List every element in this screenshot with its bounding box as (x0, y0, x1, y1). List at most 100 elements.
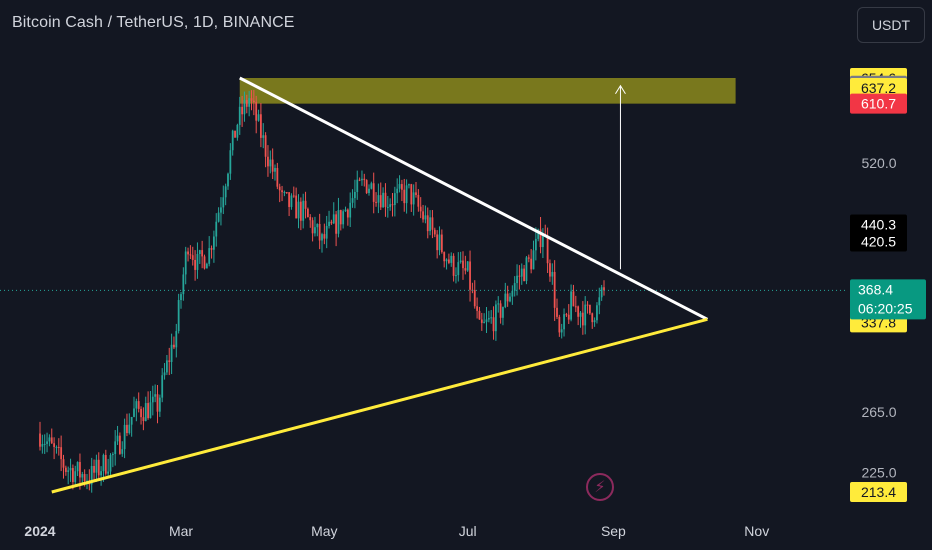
candle-body (41, 444, 44, 447)
candle (302, 193, 305, 229)
candle-body (252, 100, 255, 103)
candle (175, 323, 178, 358)
candle-body (335, 214, 337, 234)
candle-body (297, 201, 300, 219)
candle-body (43, 443, 46, 445)
candle-body (419, 206, 422, 212)
candle (163, 363, 166, 380)
candle-body (314, 227, 316, 234)
candle-body (126, 424, 128, 434)
candle (586, 301, 589, 314)
candle (558, 314, 561, 337)
candle-body (173, 344, 175, 348)
candle (490, 310, 493, 324)
candle-body (448, 259, 450, 263)
candle-body (64, 467, 67, 472)
candle (281, 185, 283, 202)
candle (574, 295, 577, 313)
candle (231, 129, 234, 156)
currency-button[interactable]: USDT (857, 7, 925, 43)
candle-body (591, 313, 594, 323)
candle (549, 259, 551, 282)
price-label-text: 637.2 (861, 80, 896, 96)
candle-body (356, 179, 359, 192)
candle-body (295, 195, 298, 219)
candle-body (166, 360, 168, 373)
candle-body (177, 300, 180, 332)
candle (314, 216, 316, 237)
candle-body (123, 424, 126, 450)
candle-body (283, 192, 286, 194)
candle (504, 282, 507, 309)
candle (215, 213, 218, 247)
candle (567, 304, 570, 324)
candle-body (241, 106, 243, 115)
candle (245, 94, 248, 114)
candle (457, 252, 460, 282)
candle-body (236, 124, 239, 138)
candle-body (281, 190, 283, 193)
candle-body (513, 283, 516, 291)
candle-body (69, 468, 72, 471)
candle-body (480, 319, 483, 323)
candle (128, 413, 131, 435)
candle-body (170, 344, 173, 362)
candle-body (184, 251, 187, 275)
candle-body (292, 195, 295, 197)
candle (201, 240, 204, 269)
candle (69, 458, 72, 482)
candle-body (546, 235, 549, 264)
candle-body (462, 260, 464, 269)
candle (142, 407, 145, 431)
candle-body (104, 455, 107, 474)
candle (278, 183, 281, 203)
candle-body (278, 186, 281, 191)
candle (295, 187, 298, 219)
candle-body (81, 474, 84, 478)
candle (520, 263, 523, 285)
candle-body (180, 294, 182, 301)
candle (276, 162, 279, 190)
candle (309, 214, 312, 228)
candle-body (424, 215, 427, 220)
candle (133, 396, 135, 418)
candle-body (191, 255, 194, 260)
candle (151, 385, 154, 416)
resistance-zone (239, 78, 736, 104)
candle-body (309, 217, 312, 221)
candle-body (549, 263, 551, 277)
candle (445, 258, 448, 270)
candle (121, 441, 124, 457)
candle (161, 368, 164, 403)
candle-body (299, 201, 302, 221)
candle (283, 190, 286, 197)
candle-body (450, 255, 453, 263)
candle (90, 457, 93, 493)
candle-body (274, 167, 276, 172)
candle (459, 251, 462, 264)
candle (598, 287, 601, 315)
candle (440, 229, 443, 254)
candle (433, 227, 436, 238)
candle-body (321, 234, 323, 241)
candle (372, 172, 375, 214)
lightning-logo-icon[interactable]: ⚡ (586, 473, 614, 501)
candle-body (316, 223, 319, 228)
candle-body (530, 258, 533, 270)
candle-body (410, 184, 413, 205)
candle-body (398, 184, 401, 189)
candle-body (497, 303, 500, 305)
price-label-bg (850, 231, 907, 252)
candle (271, 148, 274, 180)
candle (318, 213, 321, 250)
candle-body (577, 306, 580, 317)
candle (415, 182, 417, 198)
candle-body (140, 408, 142, 418)
candle (222, 185, 225, 215)
candle (391, 193, 394, 217)
candle-body (262, 135, 265, 138)
candle (476, 297, 478, 319)
candle (285, 192, 288, 194)
candle (234, 130, 236, 138)
